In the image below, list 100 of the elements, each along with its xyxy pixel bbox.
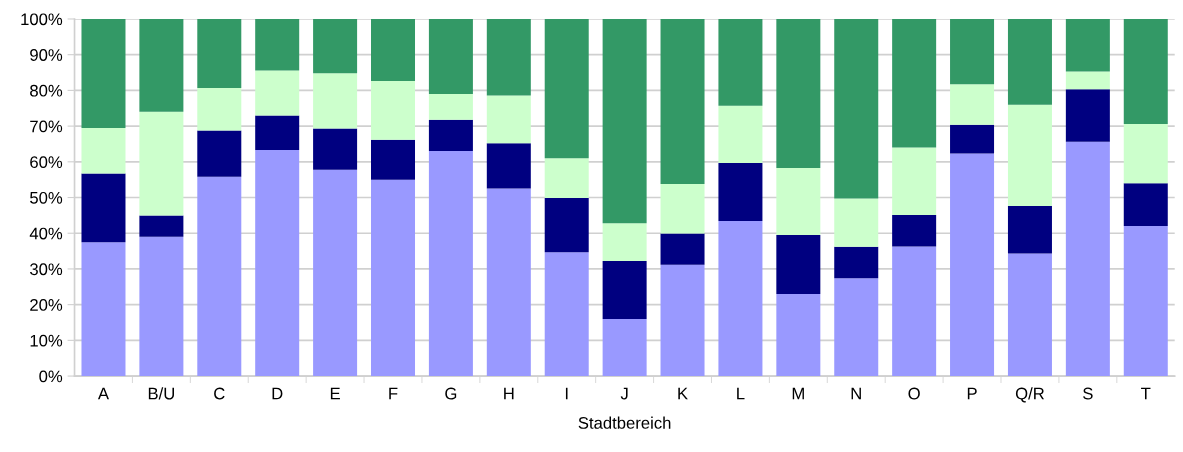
x-tick-label: I	[565, 387, 568, 400]
x-tick-label: K	[678, 387, 688, 400]
bar	[313, 128, 358, 170]
bar	[950, 84, 995, 125]
bar	[718, 18, 763, 106]
bar	[255, 115, 300, 151]
bar	[1123, 183, 1168, 227]
bar	[776, 235, 821, 294]
bar	[834, 18, 879, 199]
bar	[197, 18, 242, 88]
bar	[197, 130, 242, 177]
y-tick-label: 50%	[30, 191, 63, 204]
y-tick-label: 0%	[39, 370, 63, 383]
bar	[139, 236, 184, 377]
bar	[81, 127, 126, 174]
y-tick-label: 80%	[30, 84, 63, 97]
bar	[1123, 226, 1168, 377]
bar	[81, 18, 126, 128]
y-tick-label: 70%	[30, 120, 63, 133]
bar	[892, 18, 937, 148]
bar	[950, 124, 995, 154]
y-tick-label: 60%	[30, 156, 63, 169]
bar	[1123, 18, 1168, 124]
bar	[371, 139, 416, 180]
x-tick-label: M	[792, 387, 804, 400]
bar	[1065, 89, 1110, 142]
x-tick-label: B/U	[148, 387, 174, 400]
bar	[1065, 18, 1110, 72]
bar	[255, 150, 300, 377]
y-tick-label: 20%	[30, 299, 63, 311]
bar	[834, 278, 879, 377]
bar	[197, 87, 242, 131]
bar	[660, 264, 705, 377]
x-tick-label: C	[214, 387, 225, 400]
y-tick-label: 40%	[29, 227, 63, 240]
bar	[371, 18, 416, 82]
y-tick-label: 100%	[21, 13, 63, 26]
bar	[950, 18, 995, 85]
x-tick-label: O	[908, 387, 920, 400]
bar	[486, 18, 531, 96]
bar	[1123, 123, 1168, 184]
x-tick-label: J	[620, 387, 628, 400]
bar	[1007, 18, 1052, 105]
bar	[892, 215, 937, 247]
bar	[1007, 253, 1052, 377]
y-tick-label: 90%	[30, 49, 63, 61]
bar	[776, 18, 821, 168]
bar	[1007, 206, 1052, 254]
bar	[892, 147, 937, 216]
bar	[544, 18, 589, 159]
bar	[255, 70, 300, 116]
bar	[544, 252, 589, 377]
bar	[892, 246, 937, 377]
bar	[486, 95, 531, 144]
x-tick-label: Q/R	[1015, 387, 1044, 403]
x-tick-label: H	[504, 387, 514, 400]
bar	[313, 18, 358, 74]
bar	[486, 143, 531, 189]
bar	[255, 18, 300, 71]
bar	[81, 173, 126, 243]
bar	[313, 169, 358, 377]
bar	[428, 151, 473, 377]
bar	[544, 158, 589, 198]
x-tick-label: G	[445, 387, 457, 400]
bar	[602, 18, 647, 224]
bar	[602, 223, 647, 262]
bar	[660, 18, 705, 184]
bar	[1065, 71, 1110, 90]
bar	[602, 261, 647, 319]
x-tick-label: L	[737, 387, 745, 400]
bar	[197, 176, 242, 377]
bar	[660, 233, 705, 265]
bar	[1007, 104, 1052, 207]
bar	[428, 93, 473, 120]
x-tick-label: F	[389, 387, 398, 400]
bar	[602, 318, 647, 377]
bar	[313, 73, 358, 129]
bar	[660, 183, 705, 234]
bar	[718, 105, 763, 163]
bar	[139, 215, 184, 237]
y-tick-label: 30%	[30, 263, 63, 276]
bar	[486, 188, 531, 377]
bar	[834, 246, 879, 279]
bar	[718, 162, 763, 222]
x-tick-label: N	[851, 387, 861, 400]
bar	[950, 153, 995, 377]
bar	[371, 179, 416, 377]
bar	[834, 198, 879, 247]
x-tick-label: P	[967, 387, 977, 400]
x-tick-label: E	[330, 387, 340, 400]
x-tick-label: T	[1141, 387, 1151, 400]
bar	[428, 18, 473, 94]
bar	[1065, 141, 1110, 377]
bar	[371, 81, 416, 140]
x-tick-label: D	[272, 387, 283, 400]
bar	[776, 293, 821, 377]
bar	[776, 167, 821, 236]
x-tick-label: A	[97, 387, 110, 400]
x-axis-title: Stadtbereich	[578, 416, 671, 429]
bar	[139, 18, 184, 112]
